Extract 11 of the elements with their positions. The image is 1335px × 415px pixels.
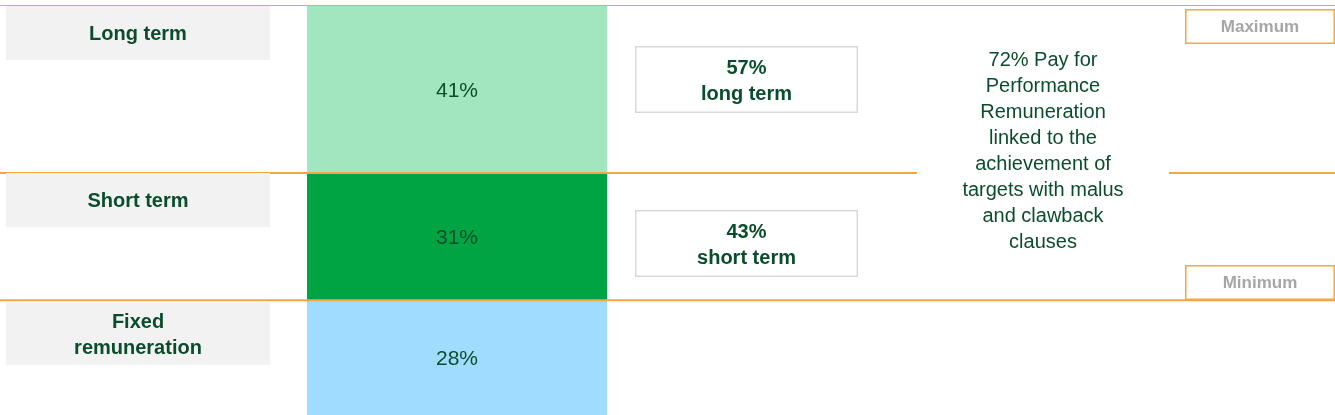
data-label: 28%	[435, 346, 479, 369]
text: Fixed remuneration	[74, 310, 202, 358]
data-label: 41%	[435, 77, 479, 101]
text: Maximum	[1220, 17, 1300, 36]
text: 43% short term	[697, 219, 796, 268]
text: Minimum	[1222, 273, 1298, 292]
text: Long term	[89, 22, 187, 44]
data-label: 31%	[435, 225, 479, 248]
text: 57% long term	[700, 55, 793, 104]
text: 72% Pay for Performance Remuneration linked to the achievement of targets with malus and clawback clauses	[962, 48, 1124, 252]
text: Short term	[87, 189, 189, 211]
